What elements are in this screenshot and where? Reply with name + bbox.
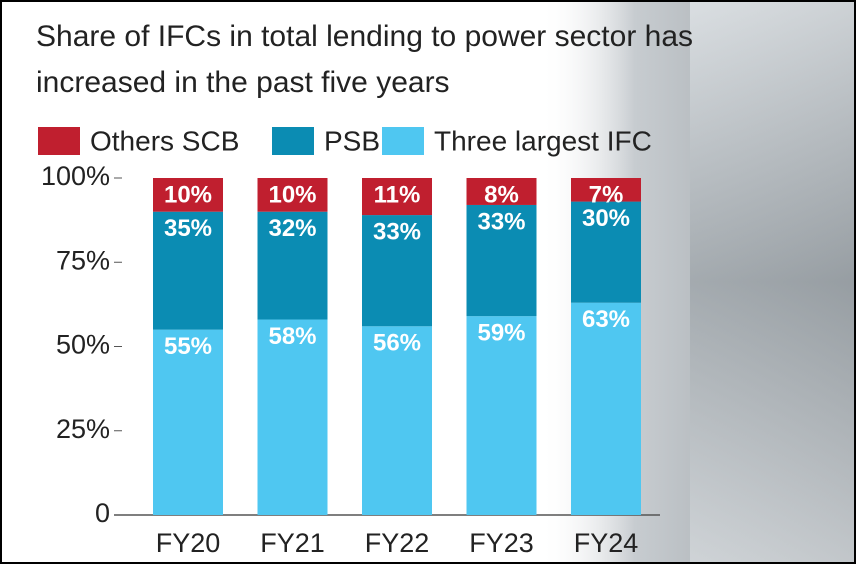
bar-segment (571, 302, 641, 515)
legend-label: PSB (324, 125, 380, 156)
legend-swatch (38, 127, 80, 155)
bar-segment (362, 178, 432, 216)
value-label: 58% (268, 323, 316, 350)
legend-swatch (272, 127, 314, 155)
bar-segment (257, 319, 328, 515)
bar-segment (362, 326, 432, 515)
bar-segment (466, 178, 537, 205)
bar-segment (362, 215, 432, 327)
y-tick-label: 0 (95, 498, 110, 528)
legend-swatch (382, 127, 424, 155)
bar-segment (257, 211, 328, 320)
bar-segment (466, 316, 537, 515)
legend-label: Three largest IFC (434, 125, 652, 156)
value-label: 10% (268, 181, 316, 208)
x-tick-label: FY24 (574, 528, 639, 558)
value-label: 32% (268, 215, 316, 242)
legend-label: Others SCB (90, 125, 239, 156)
value-label: 33% (477, 208, 525, 235)
bar-segment (571, 201, 641, 303)
chart-title: Share of IFCs in total lending to power … (36, 20, 694, 99)
bar-segment (257, 178, 328, 212)
value-label: 8% (484, 181, 519, 208)
bar-segment (153, 329, 223, 515)
y-tick-label: 100% (41, 161, 110, 191)
bar-segment (571, 178, 641, 202)
value-label: 59% (477, 320, 525, 347)
value-label: 11% (374, 181, 421, 208)
y-tick-label: 25% (56, 414, 110, 444)
y-tick-label: 50% (56, 330, 110, 360)
value-label: 10% (164, 181, 212, 208)
y-tick-label: 75% (56, 245, 110, 275)
value-label: 56% (373, 330, 421, 357)
x-tick-label: FY23 (469, 528, 534, 558)
bar-segment (466, 204, 537, 317)
bar-segment (153, 178, 223, 212)
photo-smoke (690, 0, 856, 564)
bar-segment (153, 211, 223, 330)
value-label: 33% (373, 218, 421, 245)
value-label: 55% (164, 333, 212, 360)
x-tick-label: FY20 (156, 528, 221, 558)
value-label: 35% (164, 215, 212, 242)
value-label: 7% (589, 181, 624, 208)
x-tick-label: FY21 (260, 528, 325, 558)
value-label: 30% (582, 205, 630, 232)
x-tick-label: FY22 (365, 528, 430, 558)
value-label: 63% (582, 306, 630, 333)
